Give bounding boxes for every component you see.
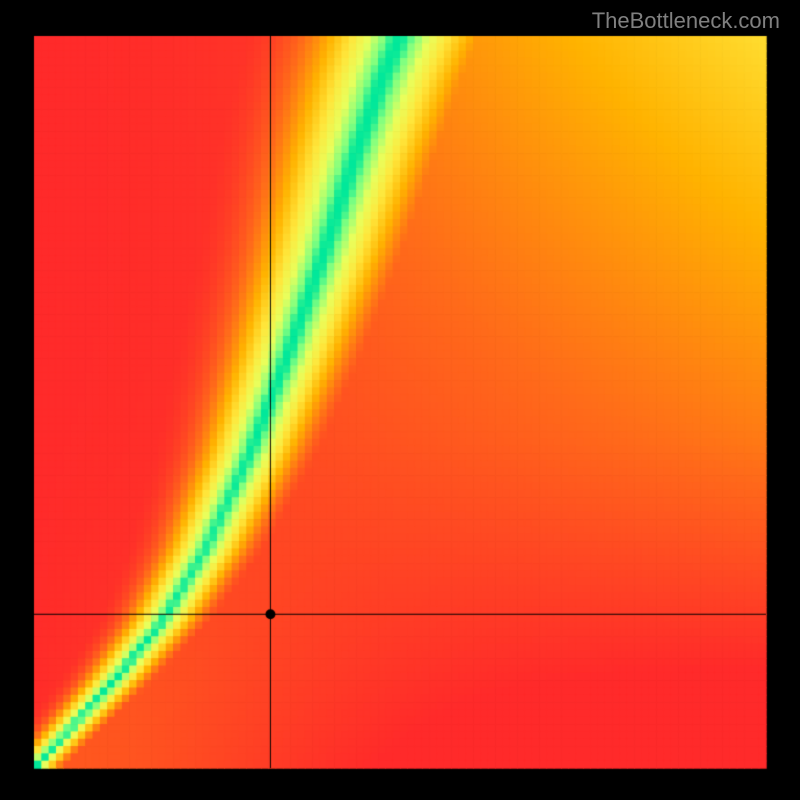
watermark-text: TheBottleneck.com bbox=[592, 8, 780, 34]
bottleneck-heatmap bbox=[0, 0, 800, 800]
